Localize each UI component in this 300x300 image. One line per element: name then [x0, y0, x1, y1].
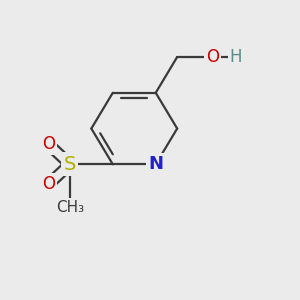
- Text: N: N: [148, 155, 163, 173]
- Text: S: S: [64, 155, 76, 174]
- Text: CH₃: CH₃: [56, 200, 84, 215]
- Text: H: H: [230, 48, 242, 66]
- Text: O: O: [42, 175, 55, 193]
- Text: O: O: [42, 135, 55, 153]
- Text: O: O: [206, 48, 219, 66]
